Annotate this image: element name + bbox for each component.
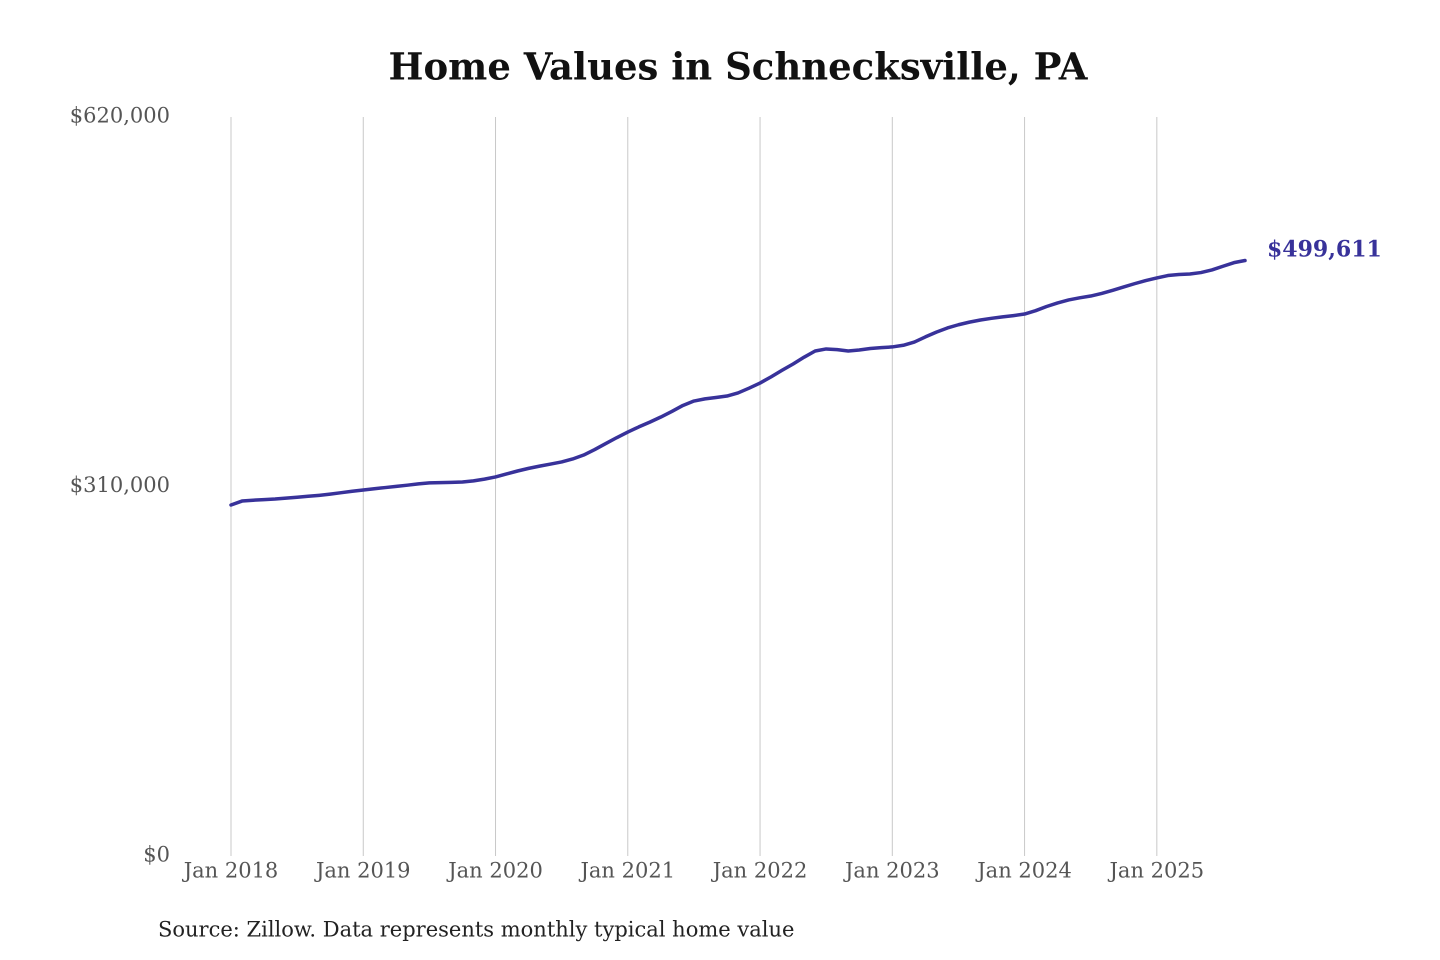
- value-label: $499,611: [1267, 236, 1382, 262]
- x-tick-label: Jan 2018: [182, 859, 279, 883]
- x-tick-label: Jan 2019: [314, 859, 411, 883]
- x-tick-label: Jan 2023: [843, 859, 940, 883]
- x-tick-label: Jan 2021: [578, 859, 675, 883]
- y-tick-label: $620,000: [70, 104, 170, 128]
- x-tick-label: Jan 2020: [446, 859, 543, 883]
- y-tick-label: $310,000: [70, 473, 170, 497]
- y-tick-label: $0: [143, 843, 170, 867]
- x-tick-label: Jan 2024: [975, 859, 1072, 883]
- x-tick-label: Jan 2022: [711, 859, 808, 883]
- x-tick-label: Jan 2025: [1108, 859, 1205, 883]
- chart-title: Home Values in Schnecksville, PA: [389, 45, 1089, 89]
- source-note: Source: Zillow. Data represents monthly …: [158, 918, 794, 942]
- line-series: [229, 258, 1247, 507]
